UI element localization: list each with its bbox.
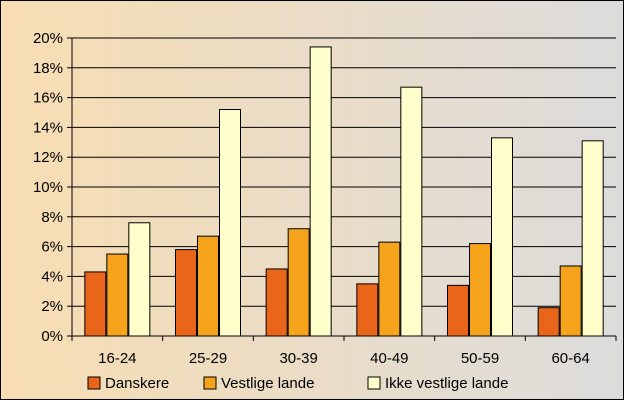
x-tick-label: 40-49 [370, 350, 408, 367]
y-tick-label: 2% [41, 298, 63, 315]
y-tick-label: 16% [33, 90, 63, 107]
bar-25-29-1 [175, 249, 197, 337]
x-axis-ticks: 16-24 25-29 30-39 40-49 50-59 60-64 [71, 336, 617, 367]
y-tick-label: 10% [33, 179, 63, 196]
x-tick-label: 16-24 [98, 350, 136, 367]
bar-40-49-2 [378, 241, 401, 337]
legend-swatch [87, 376, 101, 390]
y-tick-label: 4% [41, 268, 63, 285]
y-axis-ticks: 0% 2% 4% 6% 8% 10% 12% 14% 16% 18% 20% [33, 30, 72, 345]
y-tick-label: 12% [33, 149, 63, 166]
y-tick-label: 18% [33, 60, 63, 77]
legend: Danskere Vestlige lande Ikke vestlige land… [87, 375, 508, 392]
y-tick-label: 20% [33, 30, 63, 47]
bar-40-49-1 [356, 283, 379, 337]
gridlines [72, 37, 616, 307]
bar-30-39-3 [309, 46, 332, 337]
legend-label: Danskere [105, 375, 169, 392]
bar-30-39-2 [287, 228, 310, 337]
x-tick-label: 60-64 [551, 350, 589, 367]
y-tick-label: 6% [41, 239, 63, 256]
bar-25-29-2 [197, 235, 219, 337]
legend-label: Vestlige lande [221, 375, 314, 392]
bar-50-59-1 [447, 284, 469, 337]
y-tick-label: 14% [33, 119, 63, 136]
legend-label: Ikke vestlige lande [385, 375, 508, 392]
bar-16-24-1 [84, 271, 107, 337]
x-tick-label: 30-39 [279, 350, 317, 367]
bar-16-24-3 [128, 222, 151, 337]
x-tick-label: 25-29 [189, 350, 227, 367]
y-tick-label: 8% [41, 209, 63, 226]
bar-25-29-3 [219, 109, 241, 337]
y-tick-label: 0% [41, 328, 63, 345]
bar-60-64-2 [559, 265, 582, 337]
bar-60-64-1 [537, 307, 560, 337]
legend-swatch [367, 376, 381, 390]
bar-50-59-2 [469, 243, 491, 337]
bar-60-64-3 [581, 140, 604, 337]
x-tick-label: 50-59 [461, 350, 499, 367]
bar-40-49-3 [400, 86, 423, 337]
bar-16-24-2 [106, 253, 129, 337]
bar-50-59-3 [491, 137, 513, 337]
bars [84, 46, 604, 337]
bar-30-39-1 [265, 268, 288, 337]
legend-swatch [203, 376, 217, 390]
